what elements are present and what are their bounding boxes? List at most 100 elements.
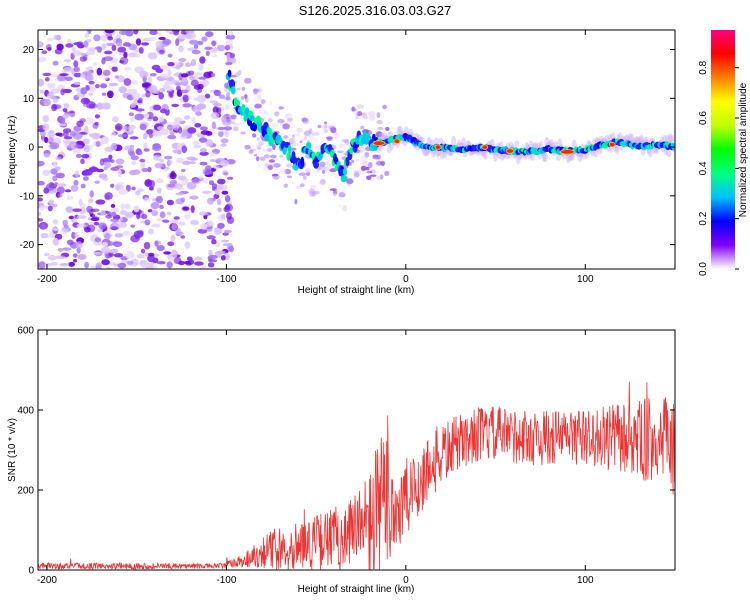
colorbar-tick-label: 0.8	[698, 60, 709, 74]
noise-blob	[214, 188, 221, 195]
noise-blob	[80, 183, 86, 189]
noise-blob	[170, 234, 176, 242]
noise-blob	[118, 86, 128, 94]
noise-blob	[56, 183, 67, 187]
halo-blob	[227, 121, 236, 125]
ridge-blob	[227, 69, 232, 78]
x-tick-label: 0	[403, 575, 409, 586]
noise-blob	[225, 38, 234, 46]
halo-blob	[322, 124, 328, 131]
noise-blob	[52, 161, 57, 168]
noise-blob	[211, 183, 218, 189]
noise-blob	[87, 30, 92, 35]
halo-blob	[361, 160, 368, 167]
noise-blob	[166, 199, 174, 206]
halo-blob	[339, 143, 344, 148]
noise-blob	[59, 73, 69, 77]
noise-blob	[42, 170, 50, 176]
noise-blob	[117, 75, 125, 83]
noise-blob	[182, 94, 189, 103]
halo-blob	[346, 178, 354, 185]
peak-spot	[393, 138, 401, 144]
noise-blob	[75, 153, 82, 158]
halo-blob	[353, 172, 360, 178]
halo-blob	[250, 148, 257, 152]
noise-blob	[141, 42, 150, 46]
halo-blob	[332, 132, 341, 139]
noise-blob	[163, 251, 172, 255]
noise-blob	[89, 166, 98, 173]
noise-blob	[165, 30, 173, 33]
noise-blob	[133, 30, 139, 35]
halo-blob	[326, 138, 333, 141]
noise-blob	[104, 50, 113, 55]
noise-blob	[63, 224, 69, 228]
halo-blob	[304, 168, 311, 173]
noise-blob	[109, 248, 119, 254]
ridge-halo	[423, 148, 429, 157]
noise-blob	[130, 224, 135, 228]
noise-blob	[104, 146, 114, 152]
halo-blob	[351, 106, 355, 111]
noise-blob	[89, 87, 96, 92]
halo-blob	[368, 111, 376, 117]
ridge-halo	[403, 126, 409, 136]
halo-blob	[342, 205, 348, 212]
noise-blob	[221, 118, 232, 126]
noise-blob	[159, 158, 165, 163]
noise-blob	[47, 254, 58, 261]
noise-blob	[213, 89, 221, 97]
noise-blob	[96, 67, 103, 76]
noise-blob	[117, 133, 128, 138]
noise-blob	[144, 219, 151, 226]
noise-blob	[110, 218, 119, 223]
noise-blob	[56, 34, 62, 41]
ridge-halo	[426, 136, 432, 146]
noise-blob	[40, 131, 46, 137]
y-tick-label: 0	[28, 143, 34, 154]
snr-plot-area	[38, 330, 675, 570]
halo-blob	[244, 144, 251, 150]
noise-blob	[150, 261, 154, 269]
noise-blob	[46, 37, 55, 42]
noise-blob	[149, 30, 158, 36]
halo-blob	[338, 204, 343, 208]
halo-blob	[329, 127, 337, 132]
noise-blob	[95, 199, 106, 205]
halo-blob	[326, 160, 330, 163]
noise-blob	[152, 145, 162, 152]
noise-blob	[224, 229, 232, 234]
noise-blob	[199, 126, 208, 131]
noise-blob	[85, 50, 96, 56]
halo-blob	[254, 103, 262, 109]
noise-blob	[125, 30, 134, 37]
noise-blob	[141, 167, 149, 173]
noise-blob	[204, 93, 211, 99]
ridge-halo	[614, 143, 620, 155]
noise-blob	[153, 131, 163, 137]
colorbar-label: Normalized spectral amplitude	[738, 82, 749, 217]
noise-blob	[143, 197, 150, 202]
halo-blob	[294, 133, 301, 137]
noise-blob	[100, 83, 108, 89]
noise-blob	[146, 129, 154, 135]
noise-blob	[184, 241, 191, 249]
ridge-halo	[492, 151, 498, 162]
noise-blob	[141, 81, 151, 89]
noise-blob	[200, 223, 208, 230]
noise-blob	[80, 73, 86, 79]
noise-blob	[133, 98, 139, 105]
noise-blob	[45, 44, 52, 51]
ridge-halo	[666, 149, 672, 158]
noise-blob	[213, 164, 220, 170]
noise-blob	[64, 189, 72, 193]
noise-blob	[129, 151, 136, 157]
noise-blob	[73, 125, 82, 132]
halo-blob	[317, 181, 324, 185]
noise-blob	[198, 211, 208, 216]
halo-blob	[256, 94, 262, 101]
x-tick-label: 0	[403, 274, 409, 285]
noise-blob	[154, 240, 159, 247]
noise-blob	[149, 180, 155, 188]
noise-blob	[131, 159, 137, 166]
